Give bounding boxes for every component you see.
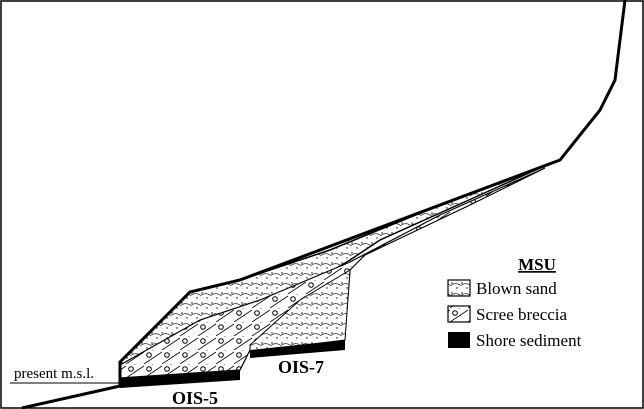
ois5-label: OIS-5 — [172, 388, 218, 408]
legend-swatch-scree — [447, 305, 471, 323]
legend-swatch-sand — [447, 279, 471, 297]
scree-breccia-body — [119, 167, 546, 379]
legend-label: Scree breccia — [476, 305, 568, 324]
legend-label: Shore sediment — [476, 331, 582, 350]
legend-label: Blown sand — [476, 279, 557, 298]
legend-swatch-shore — [448, 332, 470, 348]
shore-sediment-ois7 — [250, 340, 345, 358]
legend-title: MSU — [518, 255, 556, 274]
cliff-profile — [21, 0, 627, 409]
ois7-label: OIS-7 — [278, 357, 324, 377]
shore-sediment-ois5 — [120, 370, 240, 388]
sea-level-label: present m.s.l. — [14, 366, 94, 382]
